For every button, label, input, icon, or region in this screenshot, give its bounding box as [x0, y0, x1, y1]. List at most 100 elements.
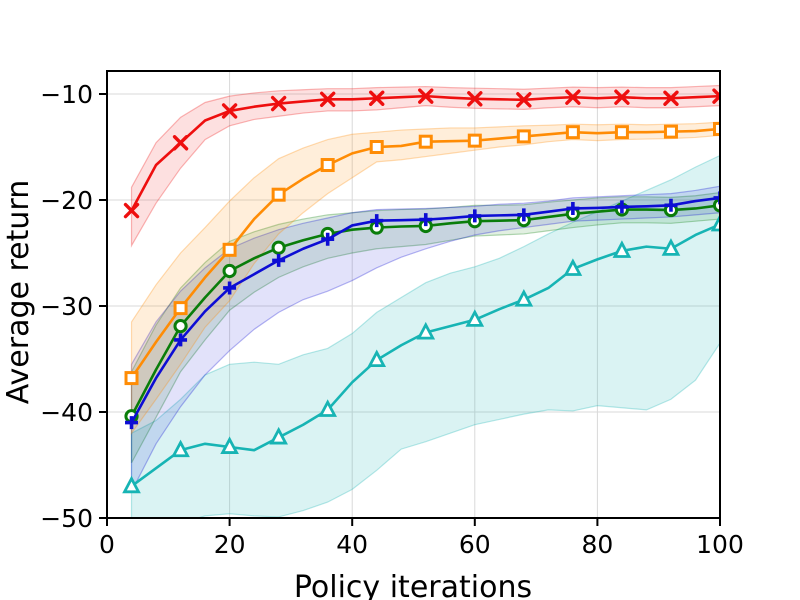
orange-square-series-marker-group — [467, 133, 482, 148]
plus-marker — [174, 333, 188, 347]
orange-square-series-marker-group — [271, 187, 286, 202]
square-marker — [369, 140, 384, 155]
cyan-triangle-series-marker-group — [318, 399, 338, 417]
plus-marker — [615, 200, 629, 214]
series-lines — [122, 88, 720, 494]
y-tick-label: −40 — [40, 398, 93, 427]
triangle-marker — [514, 289, 534, 307]
triangle-marker — [465, 309, 485, 327]
square-marker — [713, 121, 720, 136]
plus-marker — [517, 208, 531, 222]
axis-ticks: 0 20 40 60 80 100 −50 −40 −30 −20 −10 — [40, 80, 744, 559]
green-circle-series-marker-group — [271, 240, 286, 255]
triangle-marker — [122, 475, 141, 494]
x-tick-label: 80 — [581, 530, 613, 559]
y-axis-label: Average return — [1, 180, 36, 404]
triangle-marker — [661, 238, 681, 256]
triangle-marker — [416, 321, 436, 340]
circle-marker — [271, 240, 286, 255]
square-marker — [565, 125, 580, 140]
triangle-marker — [367, 349, 387, 368]
orange-square-series-marker-group — [124, 371, 139, 386]
red-x-series-marker-group — [712, 88, 720, 104]
red-x-series-marker-group — [221, 103, 238, 119]
red-x-series-marker-group — [319, 91, 336, 108]
x-axis-label: Policy iterations — [294, 570, 532, 600]
square-marker — [222, 242, 237, 257]
red-x-series-marker-group — [123, 202, 140, 219]
x-marker — [516, 92, 532, 108]
x-marker — [221, 103, 238, 119]
x-tick-label: 60 — [459, 530, 491, 559]
red-x-series-marker-group — [614, 89, 630, 105]
square-marker — [418, 134, 433, 149]
x-tick-label: 40 — [336, 530, 368, 559]
cyan-triangle-series-marker-group — [171, 439, 190, 458]
red-x-series-marker-group — [172, 135, 189, 151]
blue-plus-series-marker-group — [174, 333, 188, 347]
orange-square-series-marker-group — [565, 125, 580, 140]
square-marker — [271, 187, 286, 202]
orange-square-series-marker-group — [320, 158, 335, 173]
circle-marker — [173, 319, 188, 334]
orange-square-series-marker-group — [663, 124, 678, 139]
square-marker — [663, 124, 678, 139]
y-tick-label: −20 — [40, 186, 93, 215]
plus-marker — [321, 232, 335, 246]
triangle-marker — [269, 426, 288, 445]
cyan-triangle-series-marker-group — [661, 238, 681, 256]
square-marker — [467, 133, 482, 148]
triangle-marker — [710, 213, 720, 232]
plot-border — [106, 70, 721, 519]
plus-marker — [223, 281, 237, 295]
triangle-marker — [318, 399, 338, 417]
red-x-series-marker-group — [565, 89, 581, 105]
orange-square-series-marker-group — [173, 301, 188, 316]
cyan-triangle-series-marker-group — [710, 213, 720, 232]
blue-plus-series-marker-group — [321, 232, 335, 246]
plus-marker — [664, 198, 678, 212]
y-tick-label: −50 — [40, 504, 93, 533]
green-circle-series-marker-group — [222, 263, 237, 279]
red-x-series-marker-group — [516, 92, 532, 108]
x-marker — [270, 95, 287, 112]
x-marker — [663, 90, 679, 106]
y-tick-label: −10 — [40, 80, 93, 109]
red-x-series-marker-group — [663, 90, 679, 106]
blue-plus-series-marker-group — [517, 208, 531, 222]
x-tick-label: 0 — [99, 530, 115, 559]
orange-square-series-marker-group — [222, 242, 237, 257]
blue-plus-series-marker-group — [125, 416, 139, 430]
x-marker — [369, 90, 385, 106]
blue-plus-series-marker-group — [615, 200, 629, 214]
plus-marker — [370, 214, 384, 228]
triangle-marker — [171, 439, 190, 458]
square-marker — [320, 158, 335, 173]
cyan-triangle-series-marker-group — [122, 475, 141, 494]
blue-plus-series-marker-group — [566, 201, 580, 215]
red-x-series-marker-group — [369, 90, 385, 106]
cyan-triangle-series-marker-group — [269, 426, 288, 445]
cyan-triangle-series-marker-group — [563, 258, 583, 276]
orange-square-series-marker-group — [614, 125, 629, 140]
orange-square-series-marker-group — [516, 129, 531, 144]
orange-square-series-marker-group — [713, 121, 720, 136]
confidence-bands — [130, 84, 720, 518]
blue-plus-series-marker-group — [370, 214, 384, 228]
square-marker — [124, 371, 139, 386]
cyan-triangle-series-marker-group — [367, 349, 387, 368]
axes-spines — [106, 70, 721, 519]
blue-plus-series-marker-group — [468, 209, 482, 223]
plus-marker — [468, 209, 482, 223]
red-x-series-marker-group — [418, 88, 434, 104]
plus-marker — [713, 191, 720, 205]
x-marker — [712, 88, 720, 104]
x-marker — [467, 91, 483, 107]
y-tick-label: −30 — [40, 292, 93, 321]
plus-marker — [419, 213, 433, 227]
green-circle-series-marker-group — [173, 319, 188, 334]
blue-plus-series-marker-group — [223, 281, 237, 295]
triangle-marker — [220, 436, 239, 454]
